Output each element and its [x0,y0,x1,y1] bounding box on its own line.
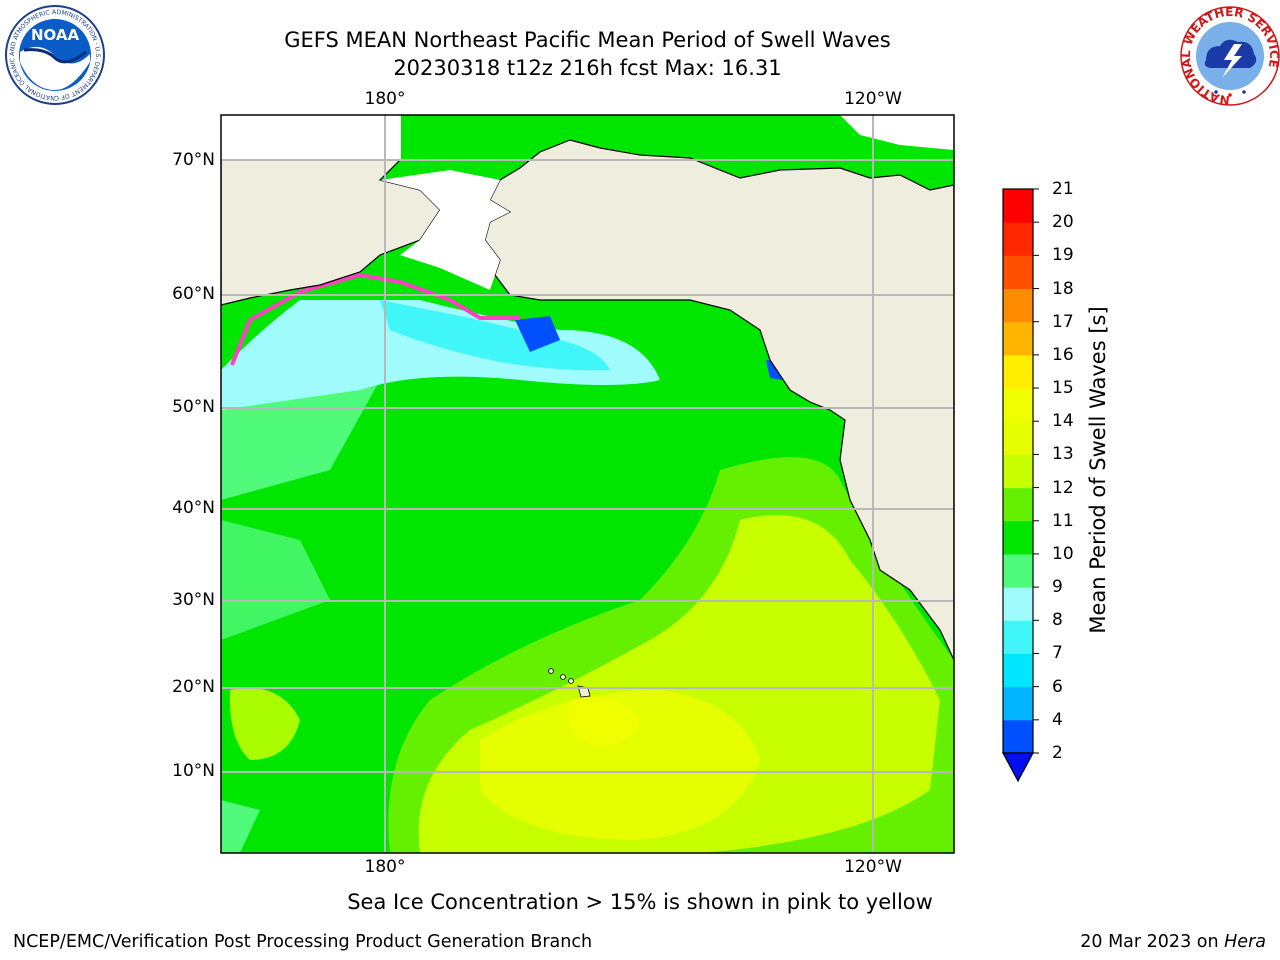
colorbar-tick-label: 2 [1052,743,1063,763]
colorbar-tick-label: 20 [1052,212,1074,233]
colorbar-tick-label: 6 [1052,676,1063,697]
colorbar-segment [1003,321,1033,356]
colorbar-title: Mean Period of Swell Waves [s] [1086,306,1110,634]
colorbar-segment [1003,653,1033,688]
colorbar-tick-label: 13 [1052,444,1074,465]
colorbar-tick-label: 11 [1052,510,1074,531]
swell-zone-7s-gulf [380,300,610,371]
arctic-nodata [221,115,401,160]
swell-zone-13s [480,690,760,840]
map-title-line1: GEFS MEAN Northeast Pacific Mean Period … [284,28,891,52]
colorbar-tick-label: 7 [1052,643,1063,664]
colorbar-segment [1003,421,1033,455]
colorbar-tick-label: 18 [1052,278,1074,299]
lon-label-top-120w: 120°W [844,89,902,109]
lon-label-bottom-180: 180° [364,857,406,877]
colorbar-tick-label: 10 [1052,543,1074,564]
lon-label-bottom-120w: 120°W [844,857,902,877]
colorbar-tick-label: 17 [1052,311,1074,332]
footer-machine: Hera [1224,932,1266,952]
colorbar-segment [1003,553,1033,588]
swell-zone-9s-west [221,380,380,500]
bering-sea-nodata [380,170,510,290]
sea-ice-edge [230,272,520,366]
colorbar-segment [1003,620,1033,654]
map-title-line2: 20230318 t12z 216h fcst Max: 16.31 [393,56,782,80]
swell-zone-8s-gulf [221,300,660,410]
colorbar-segment [1003,686,1033,721]
swell-zone-9s-south [221,800,260,853]
arctic-nodata-east [840,115,954,150]
colorbar-tick-label: 14 [1052,411,1074,432]
colorbar-segment [1003,189,1033,223]
lon-label-top-180: 180° [364,89,406,109]
colorbar-segment [1003,487,1033,522]
colorbar-segment [1003,719,1033,754]
swell-zone-2s-cook-inlet [515,316,560,352]
colorbar-extend-arrow [1001,752,1035,783]
colorbar-tick-label: 12 [1052,477,1074,498]
colorbar-segment [1003,454,1033,489]
colorbar-tick-label: 21 [1052,179,1074,199]
swell-zone-14s [567,697,640,746]
swell-zone-9s-southwest [221,520,330,640]
colorbar-segment [1003,288,1033,323]
colorbar-tick-label: 16 [1052,344,1074,365]
lat-label-70n: 70°N [172,150,215,170]
colorbar-segment [1003,388,1033,422]
graticule [221,115,954,853]
lat-label-40n: 40°N [172,498,215,518]
colorbar-tick-label: 9 [1052,577,1063,598]
colorbar-tick-label: 4 [1052,709,1063,730]
sea-ice-note: Sea Ice Concentration > 15% is shown in … [347,890,933,914]
lat-label-50n: 50°N [172,397,215,417]
colorbar-frame [1002,188,1034,754]
footer-left: NCEP/EMC/Verification Post Processing Pr… [13,932,593,952]
lat-label-20n: 20°N [172,677,215,697]
lat-label-10n: 10°N [172,761,215,781]
swell-zone-12s-west [229,688,300,760]
colorbar-tick-label: 8 [1052,610,1063,631]
colorbar-segment [1003,222,1033,256]
map-frame [220,114,955,854]
lat-label-60n: 60°N [172,284,215,304]
footer-right: 20 Mar 2023 on Hera [1080,932,1266,952]
footer-date: 20 Mar 2023 on [1080,932,1219,952]
colorbar-tick-label: 15 [1052,378,1074,399]
colorbar-segment [1003,587,1033,621]
colorbar-tick-label: 19 [1052,245,1074,266]
colorbar-segment [1003,354,1033,389]
colorbar-segment [1003,255,1033,290]
lat-label-30n: 30°N [172,590,215,610]
colorbar-segment [1003,520,1033,555]
